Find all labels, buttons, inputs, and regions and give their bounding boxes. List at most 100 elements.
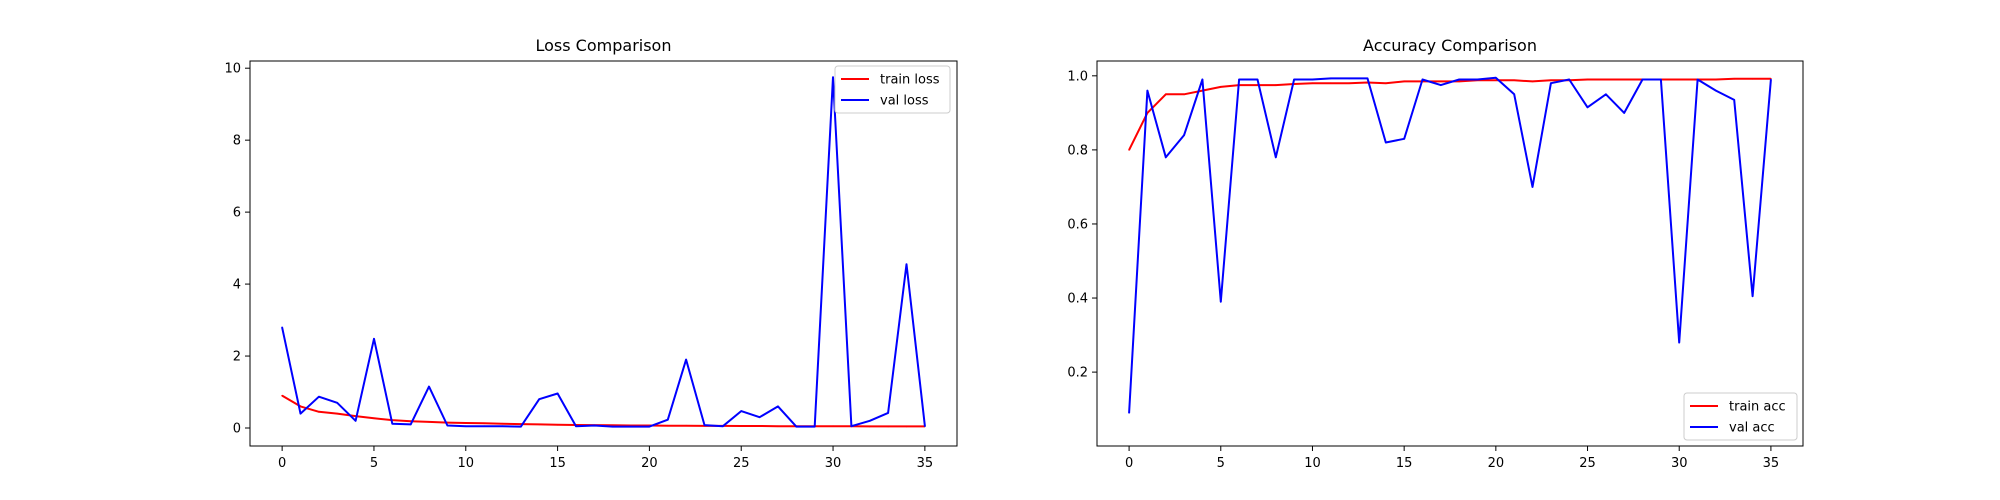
accuracy-data-point: [1568, 78, 1570, 81]
accuracy-data-point: [1513, 93, 1515, 96]
loss-x-tick-label: 0: [278, 456, 286, 471]
loss-x-tick-label: 35: [917, 456, 934, 471]
loss-data-point: [758, 425, 761, 427]
accuracy-data-point: [1770, 78, 1772, 81]
accuracy-data-point: [1348, 82, 1350, 85]
loss-data-point: [281, 326, 283, 329]
loss-data-point: [318, 395, 320, 398]
loss-legend-label: train loss: [880, 73, 940, 88]
accuracy-data-point: [1495, 76, 1497, 79]
accuracy-chart: Accuracy Comparison 0 5 10 15 20 25 30 35 0.2 0.4 0…: [1067, 36, 1804, 471]
accuracy-data-point: [1146, 89, 1149, 92]
loss-data-point: [354, 420, 357, 422]
accuracy-data-point: [1311, 82, 1314, 85]
accuracy-data-point: [1201, 78, 1204, 81]
loss-data-point: [740, 410, 743, 412]
accuracy-series-line-1: [1128, 76, 1772, 413]
accuracy-data-point: [1256, 78, 1259, 81]
accuracy-data-point: [1715, 89, 1717, 92]
accuracy-data-point: [1238, 78, 1240, 81]
accuracy-data-point: [1385, 141, 1387, 144]
loss-data-point: [520, 425, 522, 428]
loss-y-tick-label: 10: [224, 62, 241, 77]
loss-data-point: [832, 76, 834, 78]
loss-data-point: [501, 422, 504, 425]
loss-y-tick-label: 4: [233, 278, 241, 293]
loss-data-point: [464, 425, 467, 428]
loss-data-point: [868, 420, 871, 422]
accuracy-y-tick-label: 0.4: [1067, 292, 1088, 307]
accuracy-y-tick-label: 0.8: [1067, 143, 1088, 158]
loss-data-point: [318, 411, 320, 413]
loss-series-line-1: [281, 76, 926, 428]
accuracy-legend: train acc val acc: [1683, 392, 1798, 441]
loss-data-point: [905, 263, 908, 266]
accuracy-data-point: [1605, 93, 1607, 96]
loss-x-tick-label: 20: [641, 456, 658, 471]
accuracy-data-point: [1421, 78, 1424, 81]
loss-data-point: [336, 402, 339, 404]
accuracy-data-point: [1733, 77, 1736, 80]
loss-axes-frame: [249, 60, 958, 447]
loss-x-tick-label: 5: [370, 456, 378, 471]
loss-data-point: [905, 425, 908, 428]
accuracy-data-point: [1403, 137, 1405, 140]
loss-data-point: [556, 423, 559, 426]
loss-series-line-0: [281, 394, 925, 428]
loss-data-point: [777, 425, 779, 428]
accuracy-data-point: [1733, 99, 1736, 101]
loss-legend-box: [834, 65, 951, 114]
loss-data-point: [409, 423, 412, 426]
accuracy-data-point: [1403, 80, 1405, 83]
accuracy-data-point: [1183, 93, 1185, 96]
loss-data-point: [538, 423, 541, 426]
loss-data-point: [868, 425, 871, 428]
accuracy-y-tick-label: 0.6: [1067, 217, 1088, 232]
accuracy-data-point: [1605, 78, 1607, 81]
loss-legend: train loss val loss: [834, 65, 951, 114]
loss-y-tick-label: 0: [233, 422, 241, 437]
accuracy-y-tick-label: 1.0: [1067, 69, 1088, 84]
accuracy-data-point: [1660, 78, 1662, 81]
loss-x-tick-label: 10: [457, 456, 474, 471]
accuracy-data-point: [1623, 78, 1626, 81]
loss-data-point: [593, 424, 596, 427]
accuracy-data-point: [1623, 112, 1626, 114]
loss-data-point: [464, 422, 467, 424]
loss-data-point: [685, 358, 687, 361]
accuracy-data-point: [1183, 134, 1185, 136]
loss-data-point: [483, 422, 485, 425]
loss-data-point: [336, 412, 339, 415]
loss-data-point: [777, 405, 779, 408]
loss-data-point: [611, 425, 614, 428]
accuracy-data-point: [1641, 78, 1644, 81]
accuracy-data-point: [1330, 77, 1332, 80]
accuracy-data-point: [1385, 82, 1387, 85]
accuracy-series-line-0: [1128, 77, 1771, 151]
accuracy-data-point: [1128, 412, 1130, 414]
loss-y-tick-label: 6: [233, 206, 241, 221]
accuracy-data-point: [1751, 295, 1754, 297]
loss-data-point: [722, 425, 724, 428]
loss-data-point: [281, 394, 283, 397]
loss-data-point: [299, 412, 302, 415]
accuracy-axes-frame: [1096, 60, 1804, 447]
accuracy-data-point: [1550, 82, 1552, 85]
accuracy-data-point: [1458, 78, 1460, 81]
loss-data-point: [373, 337, 375, 340]
loss-data-point: [501, 425, 504, 428]
loss-legend-label: val loss: [880, 94, 929, 109]
loss-y-tick-label: 8: [233, 134, 241, 149]
loss-data-point: [428, 421, 430, 423]
accuracy-data-point: [1440, 84, 1442, 86]
accuracy-legend-box: [1683, 392, 1798, 441]
loss-data-point: [483, 425, 485, 428]
loss-x-tick-label: 15: [549, 456, 566, 471]
accuracy-data-point: [1219, 300, 1222, 303]
accuracy-data-point: [1678, 341, 1681, 344]
accuracy-x-tick-label: 30: [1671, 456, 1688, 471]
accuracy-data-point: [1513, 79, 1515, 82]
loss-data-point: [666, 424, 669, 427]
loss-data-point: [795, 425, 798, 428]
